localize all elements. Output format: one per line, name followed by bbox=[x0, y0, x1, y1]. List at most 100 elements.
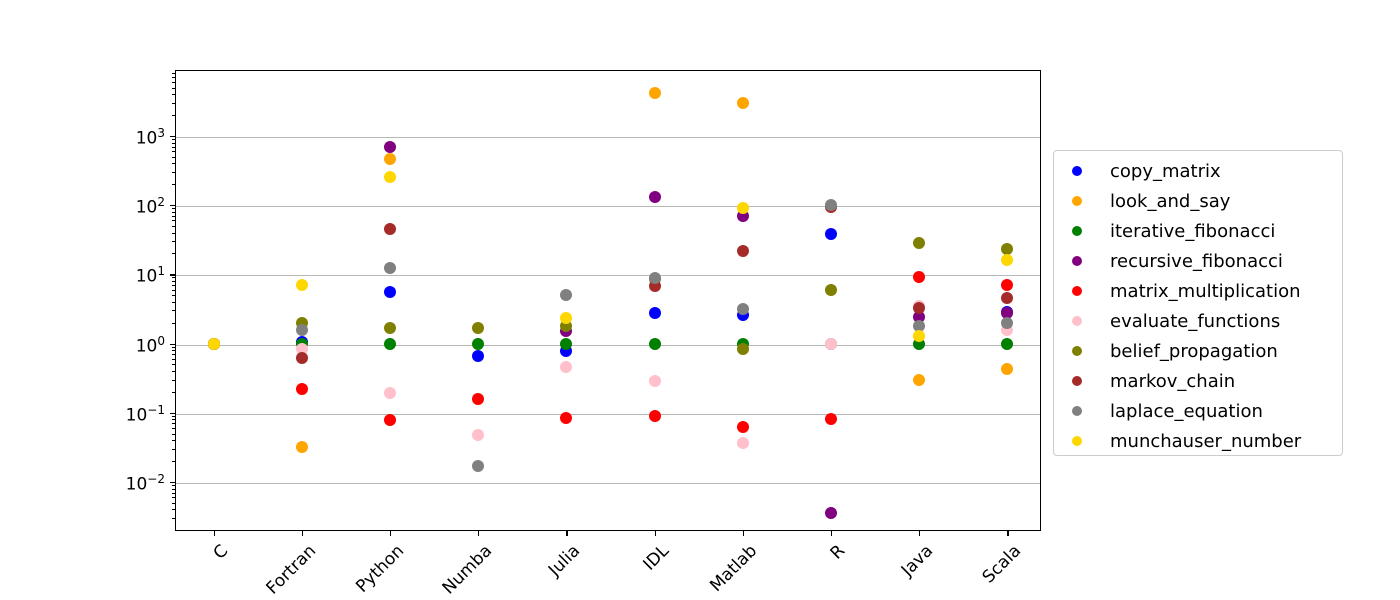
legend-entry-label: evaluate_functions bbox=[1110, 310, 1281, 332]
y-minor-tick bbox=[172, 163, 175, 165]
x-tick-label: Java bbox=[897, 541, 938, 581]
y-minor-tick bbox=[172, 322, 175, 324]
scatter-point bbox=[736, 202, 749, 215]
scatter-point bbox=[295, 351, 308, 364]
x-tick-label: Python bbox=[352, 541, 409, 597]
scatter-point bbox=[383, 261, 396, 274]
y-minor-tick bbox=[172, 241, 175, 243]
legend: copy_matrix look_and_say iterative_fibonac… bbox=[1053, 150, 1343, 456]
y-minor-tick bbox=[172, 310, 175, 312]
legend-marker-dot bbox=[1072, 256, 1082, 266]
scatter-point bbox=[560, 288, 573, 301]
legend-entry-label: matrix_multiplication bbox=[1110, 280, 1301, 302]
y-minor-tick bbox=[172, 184, 175, 186]
y-major-tick bbox=[170, 412, 175, 415]
y-gridline bbox=[176, 413, 1040, 415]
y-minor-tick bbox=[172, 102, 175, 104]
y-minor-tick bbox=[172, 277, 175, 279]
y-minor-tick bbox=[172, 371, 175, 373]
y-major-tick bbox=[170, 205, 175, 207]
scatter-point bbox=[295, 440, 308, 453]
scatter-point bbox=[913, 329, 926, 342]
y-minor-tick bbox=[172, 415, 175, 417]
x-tick-label: R bbox=[826, 541, 850, 564]
scatter-point bbox=[913, 373, 926, 386]
y-minor-tick bbox=[172, 285, 175, 287]
scatter-point bbox=[560, 337, 573, 350]
scatter-point bbox=[560, 411, 573, 424]
y-minor-tick bbox=[172, 379, 175, 381]
scatter-point bbox=[648, 272, 661, 285]
y-tick-label: 100 bbox=[135, 333, 165, 357]
legend-entry: matrix_multiplication bbox=[1054, 276, 1342, 306]
scatter-point bbox=[1001, 316, 1014, 329]
scatter-point bbox=[295, 342, 308, 355]
y-gridline bbox=[176, 344, 1040, 346]
scatter-point bbox=[1001, 254, 1014, 267]
legend-entry: look_and_say bbox=[1054, 186, 1342, 216]
x-major-tick bbox=[654, 531, 656, 536]
legend-entry-label: look_and_say bbox=[1110, 190, 1231, 212]
scatter-point bbox=[383, 387, 396, 400]
legend-entry: iterative_fibonacci bbox=[1054, 216, 1342, 246]
scatter-point bbox=[736, 96, 749, 109]
y-minor-tick bbox=[172, 488, 175, 490]
scatter-point bbox=[736, 302, 749, 315]
y-gridline bbox=[176, 206, 1040, 208]
scatter-point bbox=[1001, 337, 1014, 350]
scatter-point bbox=[648, 191, 661, 204]
y-minor-tick bbox=[172, 172, 175, 174]
y-minor-tick bbox=[172, 232, 175, 234]
scatter-point bbox=[383, 321, 396, 334]
y-minor-tick bbox=[172, 73, 175, 75]
legend-marker-dot bbox=[1072, 436, 1082, 446]
legend-marker-dot bbox=[1072, 166, 1082, 176]
y-minor-tick bbox=[172, 82, 175, 84]
legend-marker-dot bbox=[1072, 196, 1082, 206]
y-minor-tick bbox=[172, 364, 175, 366]
y-minor-tick bbox=[172, 492, 175, 494]
scatter-point bbox=[824, 337, 837, 350]
y-minor-tick bbox=[172, 346, 175, 348]
x-tick-label: Scala bbox=[978, 541, 1026, 588]
x-tick-label: C bbox=[209, 541, 232, 564]
scatter-point bbox=[648, 86, 661, 99]
scatter-point bbox=[560, 311, 573, 324]
legend-entry: copy_matrix bbox=[1054, 156, 1342, 186]
scatter-point bbox=[295, 383, 308, 395]
y-minor-tick bbox=[172, 281, 175, 282]
y-minor-tick bbox=[172, 497, 175, 499]
x-tick-label: Matlab bbox=[705, 541, 761, 596]
y-minor-tick bbox=[172, 215, 175, 217]
scatter-point bbox=[913, 237, 926, 250]
legend-entry-label: copy_matrix bbox=[1110, 160, 1221, 182]
scatter-point bbox=[383, 285, 396, 298]
scatter-point bbox=[1001, 362, 1014, 375]
scatter-point bbox=[472, 392, 485, 405]
y-minor-tick bbox=[172, 509, 175, 511]
legend-entry: munchauser_number bbox=[1054, 426, 1342, 456]
y-tick-label: 101 bbox=[135, 264, 165, 287]
y-minor-tick bbox=[172, 350, 175, 352]
scatter-point bbox=[648, 374, 661, 387]
y-minor-tick bbox=[172, 518, 175, 520]
scatter-point bbox=[913, 301, 926, 314]
x-major-tick bbox=[830, 531, 833, 536]
legend-entry: markov_chain bbox=[1054, 366, 1342, 396]
y-tick-label: 103 bbox=[135, 125, 165, 149]
y-minor-tick bbox=[172, 423, 175, 425]
legend-entry-label: laplace_equation bbox=[1110, 400, 1263, 422]
y-minor-tick bbox=[172, 220, 175, 222]
y-minor-tick bbox=[172, 208, 175, 210]
x-major-tick bbox=[919, 531, 921, 536]
scatter-point bbox=[383, 170, 396, 183]
y-minor-tick bbox=[172, 295, 175, 297]
x-major-tick bbox=[1007, 531, 1009, 536]
x-major-tick bbox=[566, 531, 568, 536]
legend-entry-label: recursive_fibonacci bbox=[1110, 250, 1283, 272]
y-major-tick bbox=[170, 481, 175, 484]
y-minor-tick bbox=[172, 139, 175, 141]
scatter-point bbox=[1001, 306, 1014, 319]
scatter-point bbox=[824, 412, 837, 425]
